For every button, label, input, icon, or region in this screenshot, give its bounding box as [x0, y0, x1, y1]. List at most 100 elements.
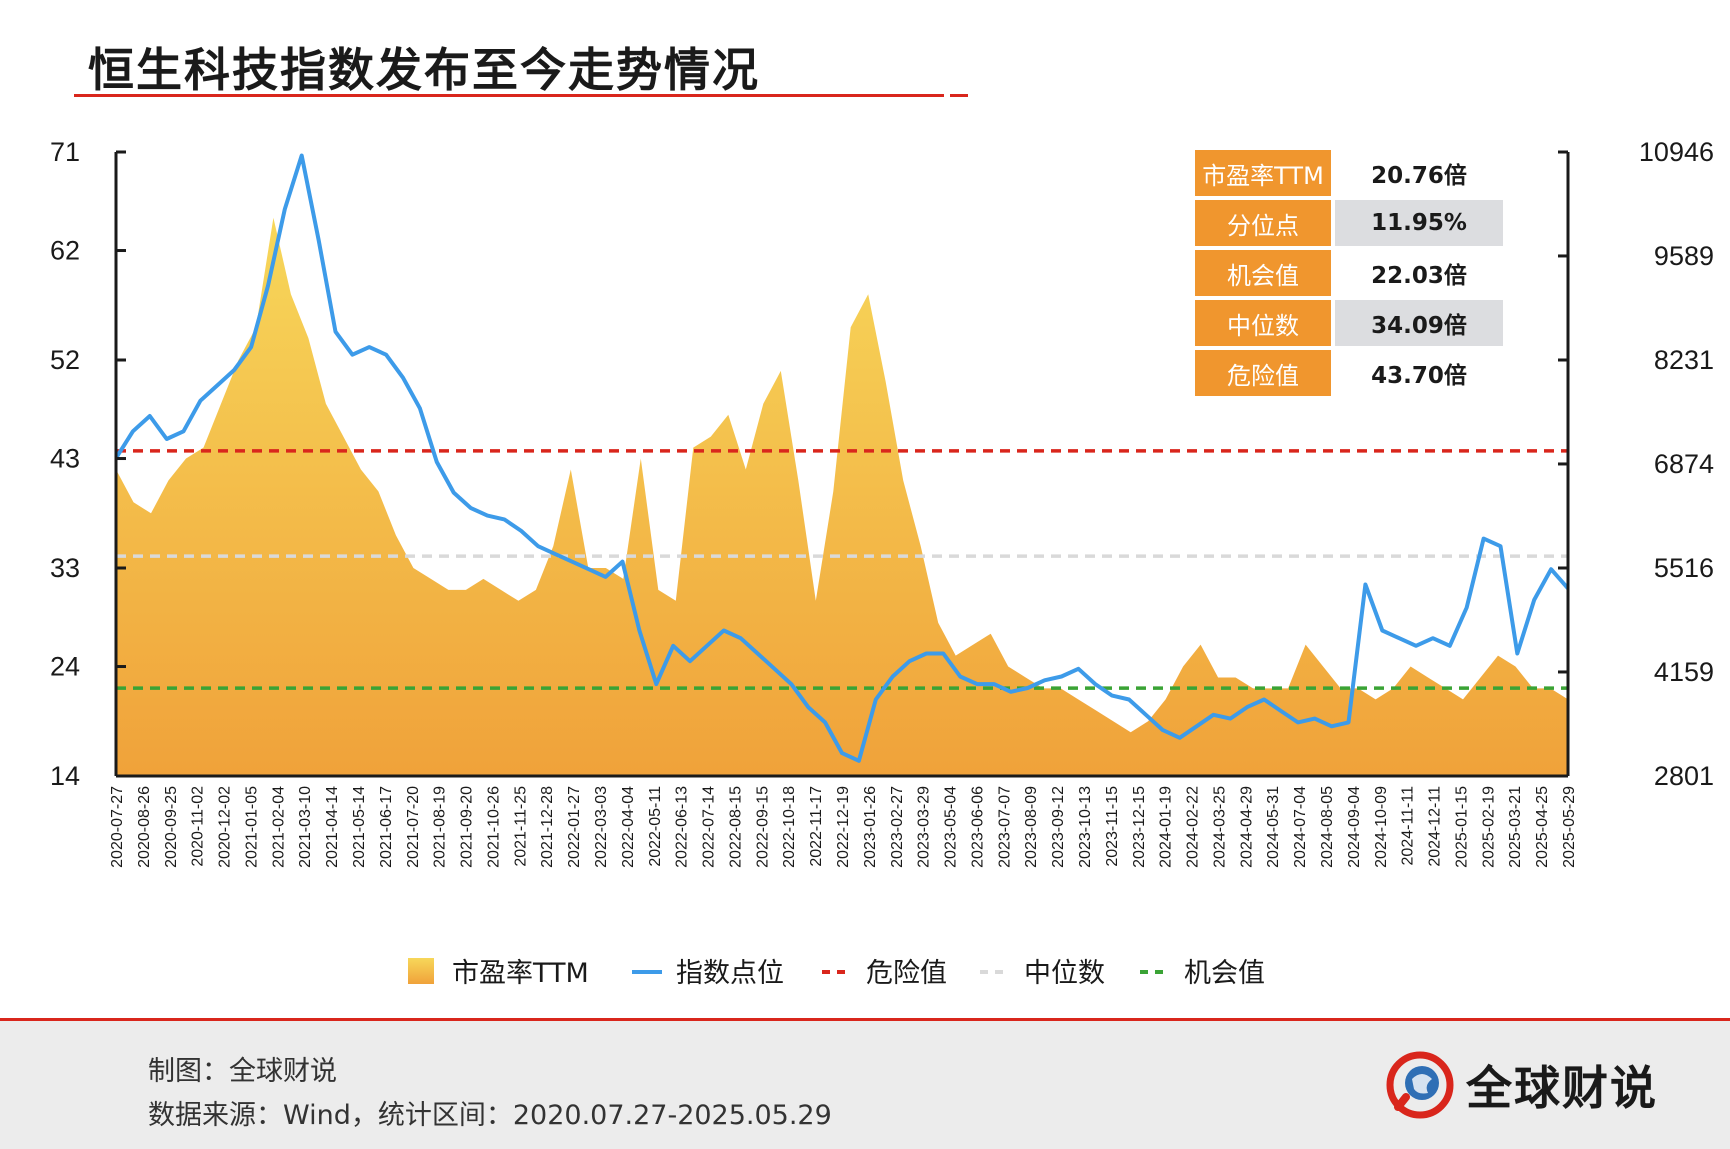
stat-value: 11.95%	[1335, 200, 1503, 246]
x-axis-tick-label: 2023-06-06	[969, 786, 986, 868]
stat-row: 中位数 34.09倍	[1195, 300, 1535, 346]
x-axis-tick-label: 2020-09-25	[163, 786, 180, 868]
left-axis-tick-label: 24	[50, 652, 80, 682]
brand-logo-icon	[1386, 1051, 1454, 1119]
stat-label: 中位数	[1195, 300, 1331, 346]
x-axis-tick-label: 2022-05-11	[647, 786, 664, 867]
x-axis-tick-label: 2025-04-25	[1534, 786, 1551, 868]
right-axis-tick-label: 6874	[1654, 449, 1714, 479]
x-axis-tick-label: 2024-07-04	[1292, 786, 1309, 868]
x-axis-tick-label: 2021-06-17	[378, 786, 395, 868]
x-axis-tick-label: 2023-02-27	[889, 786, 906, 868]
x-axis-tick-label: 2024-08-05	[1319, 786, 1336, 868]
x-axis-tick-label: 2023-12-15	[1131, 786, 1148, 868]
right-axis-tick-label: 10946	[1639, 137, 1714, 167]
x-axis-tick-label: 2025-05-29	[1561, 786, 1578, 868]
x-axis-tick-label: 2023-07-07	[996, 786, 1013, 868]
footer: 制图：全球财说 数据来源：Wind，统计区间：2020.07.27-2025.0…	[0, 1018, 1730, 1149]
x-axis-tick-label: 2023-09-12	[1050, 786, 1067, 868]
x-axis-tick-label: 2024-04-29	[1238, 786, 1255, 868]
x-axis-tick-label: 2022-06-13	[674, 786, 691, 868]
x-axis-tick-label: 2025-02-19	[1480, 786, 1497, 868]
right-axis-tick-label: 8231	[1654, 345, 1714, 375]
x-axis-tick-label: 2024-01-19	[1158, 786, 1175, 868]
right-axis-tick-label: 2801	[1654, 761, 1714, 791]
x-axis-tick-label: 2021-11-25	[512, 786, 529, 867]
x-axis-tick-label: 2022-08-15	[727, 786, 744, 868]
x-axis-tick-label: 2025-03-21	[1507, 786, 1524, 868]
index-line	[114, 153, 1570, 763]
legend-label: 危险值	[866, 958, 947, 989]
chart-maker-note: 制图：全球财说	[148, 1056, 337, 1087]
x-axis-tick-label: 2020-08-26	[136, 786, 153, 868]
x-axis-tick-label: 2021-12-28	[539, 786, 556, 868]
stat-label: 分位点	[1195, 200, 1331, 246]
x-axis-tick-label: 2024-10-09	[1373, 786, 1390, 868]
right-axis-tick-label: 9589	[1654, 241, 1714, 271]
stat-value: 20.76倍	[1371, 163, 1467, 189]
x-axis-tick-label: 2024-09-04	[1346, 786, 1363, 868]
legend-label: 市盈率TTM	[452, 958, 589, 989]
x-axis-tick-label: 2021-09-20	[459, 786, 476, 868]
legend-label: 中位数	[1024, 958, 1105, 989]
left-axis-tick-label: 52	[50, 345, 80, 375]
right-axis-tick-label: 4159	[1654, 657, 1714, 687]
x-axis-tick-label: 2023-01-26	[862, 786, 879, 868]
x-axis-tick-label: 2021-08-19	[432, 786, 449, 868]
stat-value: 34.09倍	[1335, 300, 1503, 346]
plot-layer	[114, 153, 1570, 776]
left-axis-tick-label: 43	[50, 444, 80, 474]
x-axis-tick-label: 2022-09-15	[754, 786, 771, 868]
stat-row: 市盈率TTM 20.76倍	[1195, 150, 1535, 196]
x-axis-tick-label: 2024-02-22	[1185, 786, 1202, 868]
left-axis-tick-label: 33	[50, 553, 80, 583]
x-axis-tick-label: 2023-05-04	[943, 786, 960, 868]
x-axis-tick-label: 2024-11-11	[1400, 786, 1417, 866]
x-axis-tick-label: 2021-10-26	[485, 786, 502, 868]
stat-row: 机会值 22.03倍	[1195, 250, 1535, 296]
left-axis-tick-label: 14	[50, 761, 80, 791]
x-axis-tick-label: 2022-12-19	[835, 786, 852, 868]
page-title: 恒生科技指数发布至今走势情况	[88, 43, 760, 97]
stat-label: 危险值	[1195, 350, 1331, 396]
axis-layer: 71 62 52 43 33 24 14 10946 9589 8231 6874 5516 4159 2…	[50, 137, 1714, 868]
x-axis-tick-label: 2021-02-04	[270, 786, 287, 868]
x-axis-tick-label: 2024-05-31	[1265, 786, 1282, 868]
x-axis-tick-label: 2023-03-29	[916, 786, 933, 868]
x-axis-tick-label: 2020-07-27	[109, 786, 126, 868]
x-axis-tick-label: 2021-01-05	[243, 786, 260, 868]
stat-label: 市盈率TTM	[1195, 150, 1331, 196]
stat-value: 43.70倍	[1371, 363, 1467, 389]
legend-swatch-pe	[408, 958, 434, 984]
x-axis-tick-label: 2020-12-02	[217, 786, 234, 868]
legend-label: 指数点位	[676, 958, 784, 989]
x-axis-tick-label: 2022-04-04	[620, 786, 637, 868]
x-axis-tick-label: 2025-01-15	[1453, 786, 1470, 868]
stats-table: 市盈率TTM 20.76倍分位点 11.95% 机会值 22.03倍 中位数 34.09倍危…	[1195, 150, 1535, 400]
x-axis-tick-label: 2022-10-18	[781, 786, 798, 868]
pe-ttm-area	[116, 217, 1568, 776]
title-underline-tail	[950, 94, 968, 97]
stat-label: 机会值	[1195, 250, 1331, 296]
right-axis-tick-label: 5516	[1654, 553, 1714, 583]
x-axis-tick-label: 2023-08-09	[1023, 786, 1040, 868]
x-axis-tick-label: 2021-07-20	[405, 786, 422, 868]
data-source-note: 数据来源：Wind，统计区间：2020.07.27-2025.05.29	[148, 1100, 832, 1131]
x-axis-tick-label: 2021-05-14	[351, 786, 368, 868]
legend: 市盈率TTM 指数点位 危险值 中位数 机会值	[408, 958, 1265, 989]
x-axis-tick-label: 2022-01-27	[566, 786, 583, 868]
x-axis-tick-label: 2024-12-11	[1427, 786, 1444, 867]
x-axis-tick-label: 2022-07-14	[701, 786, 718, 868]
left-axis-tick-label: 62	[50, 236, 80, 266]
title-underline	[74, 94, 944, 97]
legend-label: 机会值	[1184, 958, 1265, 989]
left-axis-tick-label: 71	[50, 137, 80, 167]
pe-index-chart: 71 62 52 43 33 24 14 10946 9589 8231 6874 5516 4159 2…	[50, 137, 1714, 989]
stat-row: 分位点 11.95%	[1195, 200, 1535, 246]
x-axis-tick-label: 2021-03-10	[297, 786, 314, 868]
x-axis-tick-label: 2022-11-17	[808, 786, 825, 867]
x-axis-tick-label: 2020-11-02	[190, 786, 207, 867]
x-axis-tick-label: 2021-04-14	[324, 786, 341, 868]
brand-name: 全球财说	[1466, 1061, 1658, 1115]
x-axis-tick-label: 2023-11-15	[1104, 786, 1121, 867]
